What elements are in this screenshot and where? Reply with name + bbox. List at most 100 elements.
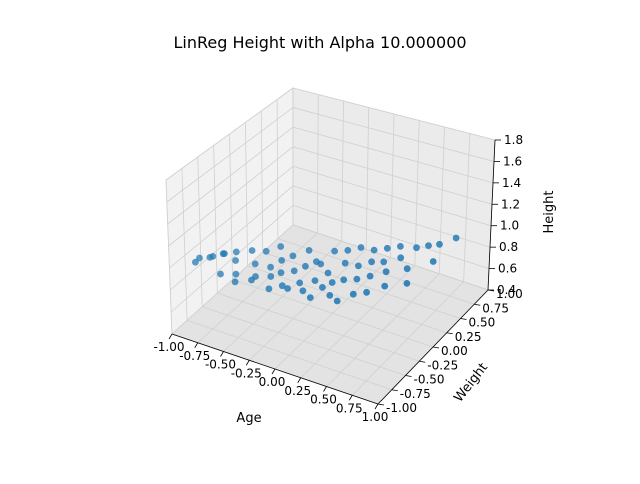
- data-point: [355, 262, 362, 270]
- gridline-z-back: [292, 107, 495, 162]
- data-point: [299, 287, 307, 295]
- gridline-z-left: [169, 165, 294, 269]
- data-point: [219, 250, 227, 258]
- gridline-z-left: [166, 107, 294, 203]
- y-tick-label: 0.75: [482, 301, 509, 315]
- data-point: [383, 244, 391, 252]
- gridline-y-left: [181, 168, 188, 321]
- gridline-z-back: [292, 205, 490, 269]
- y-tick-label: -0.25: [427, 358, 458, 372]
- data-point: [436, 240, 443, 248]
- y-tick-label: 0.25: [455, 330, 482, 344]
- data-point: [319, 284, 326, 291]
- y-tick: [377, 403, 385, 406]
- data-point: [296, 279, 304, 287]
- data-point: [306, 294, 314, 301]
- x-axis-label: Age: [236, 411, 261, 426]
- gridline-y-left: [229, 133, 233, 280]
- data-point: [209, 253, 217, 260]
- data-point: [251, 260, 259, 268]
- data-point: [277, 243, 285, 250]
- gridline-y-floor: [232, 279, 434, 348]
- x-tick: [271, 368, 276, 375]
- data-points: [192, 234, 460, 305]
- gridline-y-left: [276, 99, 279, 239]
- data-point: [265, 285, 273, 293]
- z-tick-label: 0.4: [497, 283, 516, 297]
- x-tick-label: 1.00: [362, 410, 389, 424]
- data-point: [452, 234, 460, 242]
- gridline-z-back: [292, 146, 493, 205]
- z-axis-line: [487, 139, 496, 291]
- gridline-x-back: [438, 126, 445, 274]
- y-tick-label: 0.50: [469, 316, 496, 330]
- data-point: [192, 258, 199, 266]
- data-point: [248, 247, 256, 254]
- data-point: [217, 270, 224, 278]
- data-point: [277, 269, 285, 277]
- data-point: [370, 246, 378, 254]
- gridline-y-floor: [247, 265, 447, 334]
- gridline-y-left: [260, 110, 264, 253]
- x-tick-label: -0.25: [231, 366, 262, 380]
- gridline-z-back: [292, 126, 494, 184]
- gridline-z-back: [292, 165, 492, 227]
- y-tick: [446, 332, 453, 335]
- gridline-y-floor: [186, 319, 392, 391]
- data-point: [267, 273, 275, 280]
- gridline-z-back: [292, 87, 496, 141]
- x-tick: [245, 360, 250, 366]
- data-point: [429, 258, 437, 265]
- data-point: [324, 269, 332, 277]
- y-tick-label: -1.00: [386, 401, 417, 415]
- gridline-x-back: [341, 100, 344, 242]
- data-point: [403, 280, 411, 287]
- gridline-x-back: [316, 94, 319, 234]
- data-point: [357, 244, 365, 251]
- gridline-y-floor: [217, 292, 420, 362]
- data-point: [232, 248, 240, 256]
- data-point: [340, 276, 348, 284]
- data-point: [425, 242, 432, 250]
- data-point: [284, 285, 291, 292]
- gridline-y-left: [165, 179, 173, 335]
- x-tick-label: 0.50: [310, 393, 337, 407]
- gridline-y-left: [197, 156, 203, 307]
- gridlines: [165, 87, 496, 405]
- y-tick-label: 1.00: [496, 287, 523, 301]
- data-point: [363, 288, 370, 296]
- gridline-x-back: [390, 113, 395, 258]
- gridline-y-floor: [262, 251, 461, 319]
- x-tick: [194, 342, 199, 348]
- gridline-x-back: [414, 120, 420, 266]
- data-point: [302, 262, 309, 270]
- gridline-z-left: [170, 185, 294, 291]
- y-tick: [391, 389, 398, 392]
- gridline-y-left: [244, 122, 249, 266]
- x-tick-label: -0.75: [179, 349, 210, 363]
- gridline-y-left: [213, 145, 218, 294]
- data-point: [382, 268, 390, 276]
- data-point: [248, 276, 255, 284]
- data-point: [344, 247, 352, 254]
- data-point: [231, 278, 239, 286]
- data-point: [328, 279, 336, 286]
- y-tick: [460, 318, 467, 320]
- data-point: [333, 297, 341, 305]
- data-point: [317, 260, 325, 268]
- z-tick-label: 1.6: [503, 154, 522, 168]
- data-point: [380, 258, 388, 266]
- data-point: [232, 257, 240, 264]
- data-point: [278, 282, 286, 290]
- z-tick-label: 1.8: [504, 133, 523, 147]
- data-point: [397, 243, 404, 250]
- z-axis-label: Height: [542, 191, 557, 234]
- x-tick-label: -0.50: [205, 358, 236, 372]
- y-tick: [432, 346, 440, 349]
- chart-title: LinReg Height with Alpha 10.000000: [173, 33, 467, 52]
- data-point: [331, 247, 338, 255]
- x-tick: [168, 333, 173, 340]
- gridline-z-left: [171, 224, 294, 335]
- data-point: [353, 275, 361, 283]
- data-point: [366, 272, 374, 280]
